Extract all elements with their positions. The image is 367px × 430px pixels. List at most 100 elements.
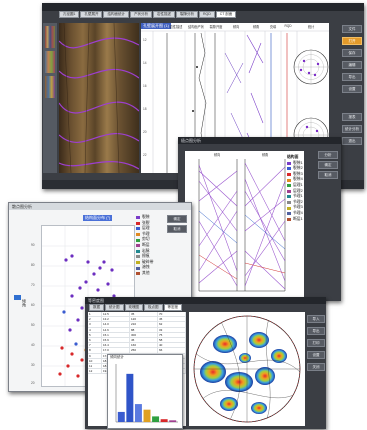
- thumb-core-image[interactable]: [45, 26, 55, 48]
- side-button[interactable]: 报表: [342, 113, 362, 121]
- grid-cell[interactable]: 88: [130, 327, 158, 333]
- legend-item[interactable]: 张裂: [136, 221, 153, 227]
- grid-cell[interactable]: 250: [130, 348, 158, 354]
- scatter-side-button[interactable]: 确定: [167, 215, 187, 223]
- legend-item[interactable]: 溶蚀: [136, 265, 153, 271]
- legend-item[interactable]: 裂隙1: [287, 161, 303, 167]
- grid-cell[interactable]: 3: [88, 322, 102, 328]
- density-plot-area[interactable]: [189, 312, 305, 426]
- thumbnail-strip[interactable]: [43, 23, 57, 173]
- grid-cell[interactable]: 7: [88, 343, 102, 349]
- grid-cell[interactable]: 10: [88, 358, 102, 365]
- legend-item[interactable]: 剪切: [136, 237, 153, 243]
- side-button[interactable]: 打开: [342, 37, 362, 45]
- grid-cell[interactable]: 210: [130, 322, 158, 328]
- grid-cell[interactable]: 120: [130, 317, 158, 323]
- histogram-bar: [152, 416, 160, 422]
- density-tab[interactable]: 玫瑰图: [124, 304, 143, 311]
- pole-side-button[interactable]: 取消: [318, 171, 338, 179]
- grid-cell[interactable]: 9: [88, 353, 102, 359]
- legend-item[interactable]: 裂隙2: [287, 166, 303, 172]
- side-button[interactable]: 编辑: [342, 61, 362, 69]
- density-side-button[interactable]: 导入: [307, 315, 325, 323]
- legend-item[interactable]: 擦痕: [136, 254, 153, 260]
- grid-cell[interactable]: 14.0: [102, 322, 130, 328]
- thumb-core-image[interactable]: [45, 51, 55, 73]
- legend-item[interactable]: 裂隙: [136, 215, 153, 221]
- grid-cell[interactable]: 62: [158, 322, 186, 328]
- legend-item[interactable]: 节理1: [287, 194, 303, 200]
- grid-cell[interactable]: 40: [158, 343, 186, 349]
- legend-item[interactable]: 节理3: [287, 205, 303, 211]
- legend-item[interactable]: 断层: [136, 243, 153, 249]
- legend-item[interactable]: 裂隙4: [287, 177, 303, 183]
- grid-cell[interactable]: 11: [88, 364, 102, 370]
- legend-item[interactable]: 裂隙3: [287, 172, 303, 178]
- grid-cell[interactable]: 12.5: [102, 312, 130, 318]
- grid-cell[interactable]: 4: [88, 327, 102, 333]
- legend-item[interactable]: 节理2: [287, 200, 303, 206]
- density-side-button[interactable]: 设置: [307, 351, 325, 359]
- density-side-button[interactable]: 关闭: [307, 363, 325, 371]
- grid-cell[interactable]: 2: [88, 317, 102, 323]
- grid-cell[interactable]: 1: [88, 312, 102, 318]
- tab-4[interactable]: 岩性描述: [152, 11, 175, 18]
- grid-cell[interactable]: 15.1: [102, 332, 130, 339]
- legend-item[interactable]: 破碎带: [136, 260, 153, 266]
- scatter-side-button[interactable]: 取消: [167, 225, 187, 233]
- grid-cell[interactable]: 300: [130, 332, 158, 339]
- tab-2[interactable]: 结构面统计: [103, 11, 129, 18]
- grid-cell[interactable]: 6: [88, 338, 102, 344]
- tab-7[interactable]: CT 剖面: [215, 11, 237, 18]
- histogram-popup[interactable]: 倾向统计: [107, 354, 183, 429]
- grid-cell[interactable]: 33: [158, 327, 186, 333]
- borehole-image-panel[interactable]: [59, 23, 139, 173]
- grid-cell[interactable]: 12: [88, 369, 102, 375]
- side-button[interactable]: 退出: [342, 137, 362, 145]
- side-button[interactable]: 导出: [342, 73, 362, 81]
- legend-item[interactable]: 层理: [136, 226, 153, 232]
- grid-cell[interactable]: 35: [130, 312, 158, 318]
- tab-1[interactable]: 孔壁展开: [80, 11, 103, 18]
- y-axis-selector[interactable]: [14, 295, 21, 300]
- grid-cell[interactable]: 5: [88, 332, 102, 339]
- density-tab[interactable]: 极点图: [144, 304, 163, 311]
- pole-side-button[interactable]: 分析: [318, 151, 338, 159]
- grid-cell[interactable]: 58: [158, 338, 186, 344]
- side-button[interactable]: 保存: [342, 49, 362, 57]
- legend-item[interactable]: 其他: [136, 271, 153, 277]
- tab-5[interactable]: 裂隙分析: [175, 11, 198, 18]
- pole-plot-area[interactable]: 倾向 倾角 结构面 裂隙1 裂隙2 裂隙3 裂隙4: [185, 151, 304, 297]
- grid-cell[interactable]: 160: [130, 343, 158, 349]
- legend-item[interactable]: 岩脉: [136, 249, 153, 255]
- legend-item[interactable]: 层理1: [287, 183, 303, 189]
- legend-item[interactable]: 断层1: [287, 217, 303, 223]
- side-button[interactable]: 统计分析: [342, 125, 362, 133]
- grid-cell[interactable]: 75: [158, 332, 186, 339]
- tab-3[interactable]: 产状分析: [129, 11, 152, 18]
- grid-cell[interactable]: 17.0: [102, 348, 130, 354]
- density-side-button[interactable]: 导出: [307, 327, 325, 335]
- pole-side-button[interactable]: 确定: [318, 161, 338, 169]
- grid-cell[interactable]: 16.4: [102, 343, 130, 349]
- grid-cell[interactable]: 66: [158, 348, 186, 354]
- grid-cell[interactable]: 13.2: [102, 317, 130, 323]
- grid-cell[interactable]: 15.9: [102, 338, 130, 344]
- legend-item[interactable]: 节理: [136, 232, 153, 238]
- legend-item[interactable]: 层理2: [287, 189, 303, 195]
- density-tab[interactable]: 统计图: [105, 304, 124, 311]
- grid-cell[interactable]: 8: [88, 348, 102, 354]
- grid-cell[interactable]: 14.6: [102, 327, 130, 333]
- grid-cell[interactable]: 70: [158, 312, 186, 318]
- density-side-button[interactable]: 打印: [307, 339, 325, 347]
- grid-cell[interactable]: 45: [130, 338, 158, 344]
- tab-0[interactable]: 孔径圆1: [59, 11, 80, 18]
- density-tab[interactable]: 数据: [89, 304, 104, 311]
- side-button[interactable]: 文件: [342, 25, 362, 33]
- density-tab[interactable]: 等密度: [163, 304, 182, 311]
- side-button[interactable]: 设置: [342, 85, 362, 93]
- grid-cell[interactable]: 45: [158, 317, 186, 323]
- tab-6[interactable]: RQD: [198, 11, 215, 18]
- legend-item[interactable]: 节理4: [287, 211, 303, 217]
- thumb-core-image[interactable]: [45, 76, 55, 98]
